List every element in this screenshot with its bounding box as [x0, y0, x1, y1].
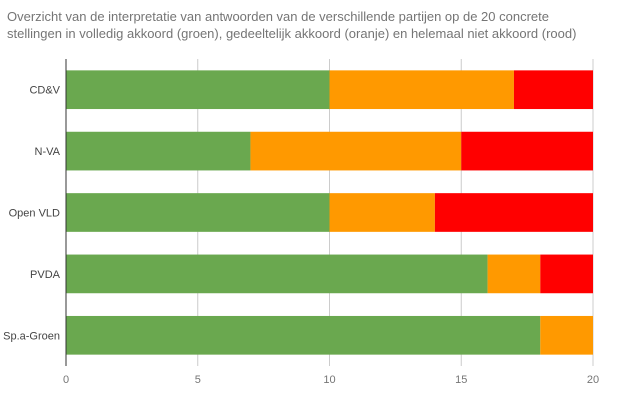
- bar-segment: [540, 254, 593, 294]
- category-label: Open VLD: [9, 208, 60, 220]
- x-tick-label: 20: [587, 374, 599, 386]
- category-label: N-VA: [35, 146, 61, 158]
- x-tick-label: 5: [195, 374, 201, 386]
- bar-segment: [66, 254, 488, 294]
- x-tick-label: 15: [455, 374, 467, 386]
- chart-title-line-1: Overzicht van de interpretatie van antwo…: [7, 9, 549, 24]
- bar-segment: [250, 131, 462, 171]
- bar-segment: [66, 315, 541, 355]
- x-tick-label: 10: [323, 374, 335, 386]
- bar-segment: [461, 131, 593, 171]
- chart-title-line-2: stellingen in volledig akkoord (groen), …: [7, 26, 577, 41]
- bar-segment: [487, 254, 541, 294]
- category-label: CD&V: [29, 85, 60, 97]
- bar-segment: [66, 193, 330, 232]
- bar-segment: [434, 193, 593, 232]
- bar-segment: [513, 70, 593, 110]
- bar-segment: [540, 315, 593, 355]
- x-tick-label: 0: [63, 374, 69, 386]
- bar-segment: [329, 193, 435, 232]
- bar-segment: [66, 70, 330, 110]
- category-label: PVDA: [30, 269, 61, 281]
- bar-segment: [66, 131, 251, 171]
- category-label: Sp.a-Groen: [3, 330, 60, 342]
- bar-segment: [329, 70, 514, 110]
